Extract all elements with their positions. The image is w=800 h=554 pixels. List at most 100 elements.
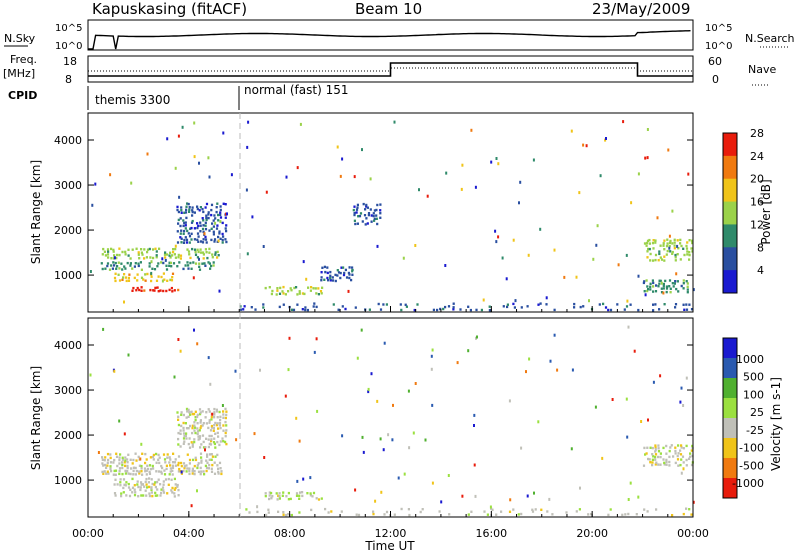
echo-cell: [645, 452, 648, 455]
echo-cell: [112, 473, 115, 476]
echo-cell: [118, 458, 121, 462]
echo-cell: [187, 415, 190, 418]
echo-cell: [177, 437, 180, 441]
echo-cell: [327, 511, 330, 514]
echo-cell: [115, 455, 119, 458]
echo-cell: [182, 437, 186, 440]
echo-cell: [161, 257, 164, 261]
echo-cell: [246, 145, 249, 149]
echo-cell: [133, 484, 136, 487]
echo-cell: [278, 497, 281, 500]
echo-cell: [170, 478, 173, 481]
echo-cell: [304, 308, 307, 312]
echo-cell: [460, 187, 463, 191]
colorbar-tick-label: 500: [743, 371, 764, 384]
echo-cell: [219, 220, 222, 224]
echo-cell: [113, 492, 117, 495]
echo-cell: [131, 289, 134, 292]
echo-cell: [579, 486, 581, 490]
echo-cell: [347, 289, 350, 293]
echo-cell: [204, 238, 208, 241]
echo-cell: [150, 275, 153, 278]
echo-cell: [169, 256, 172, 259]
echo-cell: [185, 427, 189, 430]
echo-cell: [160, 470, 163, 473]
echo-cell: [217, 427, 220, 430]
echo-cell: [652, 309, 655, 312]
echo-cell: [199, 224, 202, 227]
echo-cell: [627, 512, 630, 516]
echo-cell: [136, 279, 139, 282]
echo-cell: [210, 424, 213, 428]
power-y-axis-label: Slant Range [km]: [29, 160, 43, 264]
echo-cell: [216, 416, 219, 419]
echo-cell: [196, 464, 199, 467]
echo-cell: [644, 156, 647, 160]
cpid-label: CPID: [8, 89, 37, 102]
echo-cell: [170, 286, 173, 290]
echo-cell: [495, 240, 498, 244]
echo-cell: [191, 247, 194, 251]
echo-cell: [153, 289, 156, 292]
echo-cell: [157, 453, 160, 457]
echo-cell: [461, 494, 464, 498]
echo-cell: [204, 446, 207, 449]
echo-cell: [337, 308, 340, 311]
echo-cell: [141, 452, 144, 455]
echo-cell: [123, 300, 125, 304]
echo-cell: [179, 445, 182, 448]
echo-cell: [367, 213, 370, 217]
echo-cell: [685, 464, 688, 467]
echo-cell: [214, 432, 217, 435]
echo-cell: [665, 244, 669, 248]
echo-cell: [159, 483, 162, 486]
echo-cell: [104, 267, 107, 270]
echo-cell: [382, 303, 385, 306]
echo-cell: [188, 446, 192, 449]
echo-cell: [146, 464, 149, 467]
echo-cell: [668, 246, 671, 250]
echo-cell: [217, 254, 220, 257]
echo-cell: [476, 335, 478, 339]
echo-cell: [213, 407, 216, 411]
echo-cell: [112, 461, 115, 464]
echo-cell: [224, 227, 227, 230]
echo-cell: [168, 473, 171, 476]
echo-cell: [119, 478, 122, 481]
echo-cell: [185, 437, 188, 440]
echo-cell: [138, 257, 141, 260]
echo-cell: [685, 444, 688, 448]
echo-cell: [372, 512, 375, 516]
echo-cell: [160, 464, 163, 468]
echo-cell: [144, 489, 147, 492]
echo-cell: [140, 268, 143, 271]
echo-cell: [149, 288, 152, 292]
echo-cell: [295, 494, 299, 497]
echo-cell: [405, 305, 408, 308]
colorbar-segment: [723, 458, 737, 479]
echo-cell: [225, 442, 228, 446]
echo-cell: [180, 424, 183, 428]
echo-cell: [685, 244, 688, 248]
echo-cell: [604, 306, 608, 309]
echo-cell: [617, 263, 620, 267]
echo-cell: [625, 253, 628, 257]
echo-cell: [340, 510, 343, 513]
echo-cell: [289, 497, 292, 501]
echo-cell: [413, 308, 416, 312]
nsearch-tick-low: 10^0: [705, 41, 732, 52]
echo-cell: [315, 305, 318, 309]
echo-cell: [124, 472, 127, 475]
echo-cell: [677, 464, 680, 467]
echo-cell: [520, 306, 523, 309]
echo-cell: [224, 420, 227, 424]
echo-cell: [221, 241, 224, 244]
echo-cell: [482, 298, 485, 302]
echo-cell: [170, 489, 173, 492]
echo-cell: [517, 513, 520, 516]
echo-cell: [182, 413, 185, 417]
echo-cell: [196, 413, 199, 417]
echo-cell: [180, 411, 183, 414]
echo-cell: [193, 412, 196, 416]
echo-cell: [171, 491, 174, 494]
